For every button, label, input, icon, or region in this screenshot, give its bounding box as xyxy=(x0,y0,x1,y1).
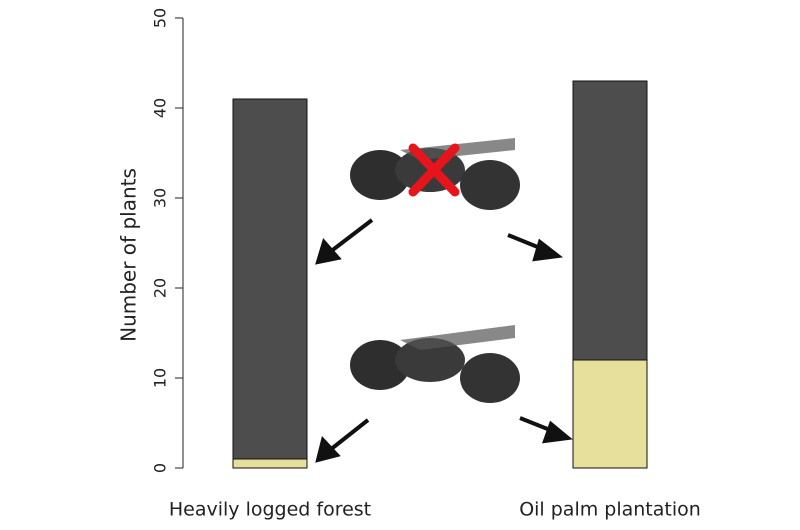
y-tick-label: 10 xyxy=(151,368,170,388)
wasp-head xyxy=(350,340,410,390)
red-cross xyxy=(408,143,460,197)
wasp-head xyxy=(350,150,410,200)
arrows xyxy=(315,218,573,463)
bar-segment xyxy=(232,458,308,469)
wasp-wing xyxy=(400,325,515,350)
wasp-thorax xyxy=(395,338,465,382)
y-tick-label: 0 xyxy=(151,463,170,473)
bar-segment xyxy=(232,98,308,460)
wasp-abdomen xyxy=(460,160,520,210)
wasp-abdomen xyxy=(460,353,520,403)
bar-segment xyxy=(572,80,648,361)
bar-segment xyxy=(572,359,648,469)
illustration xyxy=(315,138,573,463)
y-tick-label: 20 xyxy=(151,278,170,298)
y-tick-label: 30 xyxy=(151,188,170,208)
x-tick-label: Oil palm plantation xyxy=(519,499,701,521)
y-tick-label: 40 xyxy=(151,98,170,118)
y-tick-label: 50 xyxy=(151,8,170,28)
x-tick-label: Heavily logged forest xyxy=(169,499,371,521)
y-axis-title: Number of plants xyxy=(117,168,141,342)
